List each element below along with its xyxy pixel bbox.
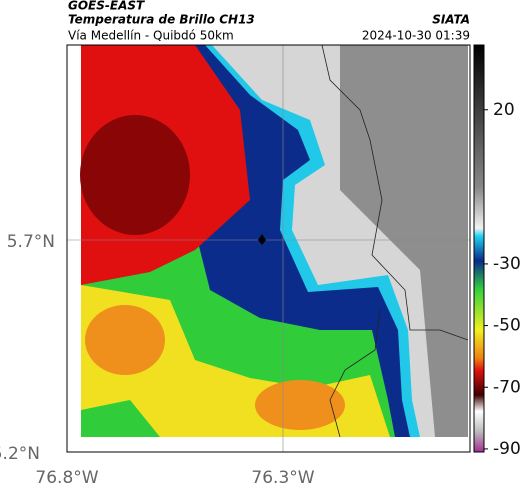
- map-frame: [66, 44, 471, 453]
- colorbar: [473, 44, 485, 453]
- colorbar-tick-label: -50: [493, 316, 521, 336]
- satellite-image: [80, 44, 469, 452]
- lon-label: 76.8°W: [35, 468, 98, 488]
- lat-label: 5.7°N: [7, 232, 55, 252]
- lat-label: 5.2°N: [0, 444, 40, 464]
- colorbar-tick-label: -70: [493, 377, 521, 397]
- subtitle: Temperatura de Brillo CH13: [68, 13, 255, 27]
- source: SIATA: [432, 13, 470, 27]
- colorbar-ticks: 20 -30 -50 -70 -90: [484, 100, 521, 459]
- timestamp: 2024-10-30 01:39: [362, 29, 470, 43]
- title: GOES-EAST: [68, 0, 145, 13]
- lon-label: 76.3°W: [251, 468, 314, 488]
- location-marker: [258, 234, 266, 245]
- region: Vía Medellín - Quibdó 50km: [68, 29, 234, 43]
- colorbar-tick-label: 20: [493, 100, 515, 120]
- colorbar-tick-label: -30: [493, 254, 521, 274]
- colorbar-tick-label: -90: [493, 439, 521, 459]
